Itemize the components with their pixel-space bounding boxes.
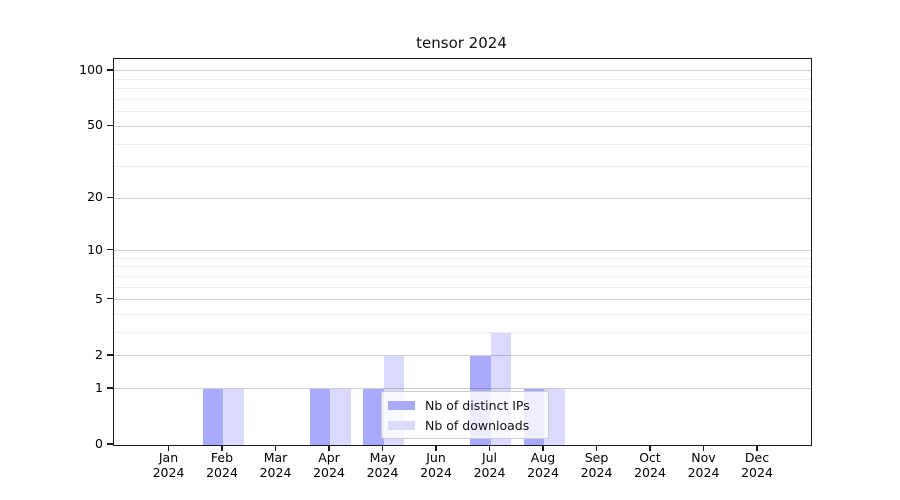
x-tick-month: Oct — [639, 450, 661, 465]
x-tick-mark — [756, 445, 758, 451]
x-tick-month: Dec — [744, 450, 770, 465]
x-tick-label-apr: Apr 2024 — [313, 450, 345, 480]
x-tick-label-jul: Jul 2024 — [474, 450, 506, 480]
y-tick-label: 20 — [87, 189, 103, 205]
legend-swatch — [388, 400, 415, 410]
major-gridline — [114, 299, 811, 301]
x-tick-mark — [328, 445, 330, 451]
minor-gridline — [114, 332, 811, 334]
y-tick-mark — [107, 248, 113, 251]
legend-label: Nb of distinct IPs — [425, 397, 530, 413]
x-tick-month: Jan — [158, 450, 179, 465]
major-gridline — [114, 250, 811, 252]
x-tick-mark — [274, 445, 277, 451]
legend: Nb of distinct IPs Nb of downloads — [381, 391, 549, 439]
y-tick-mark — [107, 298, 113, 300]
y-tick-label: 100 — [79, 61, 103, 77]
x-tick-year: 2024 — [634, 465, 666, 480]
y-tick-mark — [107, 196, 113, 198]
legend-swatch — [388, 420, 415, 430]
x-tick-year: 2024 — [580, 465, 613, 480]
x-tick-month: Jun — [426, 450, 446, 465]
x-tick-year: 2024 — [741, 465, 773, 480]
x-tick-month: Sep — [584, 450, 609, 465]
x-tick-label-jan: Jan 2024 — [153, 450, 185, 480]
x-tick-mark — [542, 445, 544, 451]
x-tick-year: 2024 — [366, 465, 399, 480]
bar-nb-of-downloads-feb — [223, 388, 244, 445]
y-tick-label: 5 — [95, 290, 103, 306]
x-tick-label-oct: Oct 2024 — [634, 450, 666, 480]
minor-gridline — [114, 286, 811, 288]
legend-row: Nb of downloads — [388, 415, 542, 435]
x-tick-mark — [221, 445, 223, 451]
bar-nb-of-distinct-ips-apr — [309, 388, 330, 445]
x-tick-year: 2024 — [473, 465, 506, 480]
x-tick-year: 2024 — [152, 465, 185, 480]
major-gridline — [114, 197, 811, 199]
x-tick-year: 2024 — [206, 465, 238, 480]
y-tick-mark — [107, 354, 113, 356]
bar-nb-of-distinct-ips-may — [363, 388, 384, 445]
minor-gridline — [114, 275, 811, 277]
bar-nb-of-downloads-aug — [544, 388, 565, 445]
y-tick-label: 1 — [95, 379, 103, 395]
x-tick-mark — [649, 445, 651, 451]
major-gridline — [114, 355, 811, 357]
x-tick-mark — [595, 445, 598, 451]
y-tick-label: 10 — [87, 241, 103, 257]
chart-title: tensor 2024 — [416, 34, 507, 52]
x-tick-year: 2024 — [687, 465, 720, 480]
x-tick-label-aug: Aug 2024 — [527, 450, 559, 480]
x-tick-mark — [488, 445, 491, 451]
x-tick-mark — [435, 445, 437, 451]
x-tick-year: 2024 — [259, 465, 292, 480]
x-tick-month: Mar — [263, 450, 288, 465]
x-tick-month: Apr — [318, 450, 340, 465]
x-tick-label-sep: Sep 2024 — [581, 450, 613, 480]
x-tick-mark — [167, 445, 170, 451]
major-gridline — [114, 388, 811, 390]
x-tick-month: Feb — [210, 450, 234, 465]
x-tick-mark — [702, 445, 705, 451]
minor-gridline — [114, 166, 811, 168]
x-tick-month: Jul — [481, 450, 498, 465]
y-tick-label: 2 — [95, 346, 103, 362]
plot-area — [113, 58, 812, 446]
minor-gridline — [114, 78, 811, 80]
x-tick-month: May — [369, 450, 396, 465]
x-tick-label-dec: Dec 2024 — [741, 450, 773, 480]
minor-gridline — [114, 143, 811, 145]
y-tick-mark — [107, 443, 113, 445]
x-tick-label-jun: Jun 2024 — [420, 450, 452, 480]
minor-gridline — [114, 111, 811, 113]
x-tick-mark — [381, 445, 384, 451]
minor-gridline — [114, 314, 811, 316]
y-tick-mark — [107, 387, 113, 389]
minor-gridline — [114, 257, 811, 259]
major-gridline — [114, 70, 811, 72]
legend-row: Nb of distinct IPs — [388, 395, 542, 415]
bar-nb-of-downloads-apr — [330, 388, 351, 445]
x-tick-label-nov: Nov 2024 — [688, 450, 720, 480]
y-tick-mark — [107, 69, 113, 71]
minor-gridline — [114, 99, 811, 100]
legend-label: Nb of downloads — [425, 417, 530, 433]
x-tick-year: 2024 — [527, 465, 559, 480]
x-tick-label-mar: Mar 2024 — [260, 450, 292, 480]
minor-gridline — [114, 266, 811, 268]
x-tick-label-feb: Feb 2024 — [206, 450, 238, 480]
x-tick-month: Nov — [691, 450, 716, 465]
x-tick-year: 2024 — [420, 465, 452, 480]
minor-gridline — [114, 88, 811, 90]
y-tick-label: 0 — [95, 436, 103, 451]
x-tick-label-may: May 2024 — [367, 450, 399, 480]
bar-nb-of-distinct-ips-feb — [202, 388, 223, 445]
x-tick-year: 2024 — [313, 465, 345, 480]
major-gridline — [114, 125, 811, 127]
y-tick-mark — [107, 124, 113, 126]
y-tick-label: 50 — [87, 117, 103, 133]
x-tick-month: Aug — [530, 450, 556, 465]
